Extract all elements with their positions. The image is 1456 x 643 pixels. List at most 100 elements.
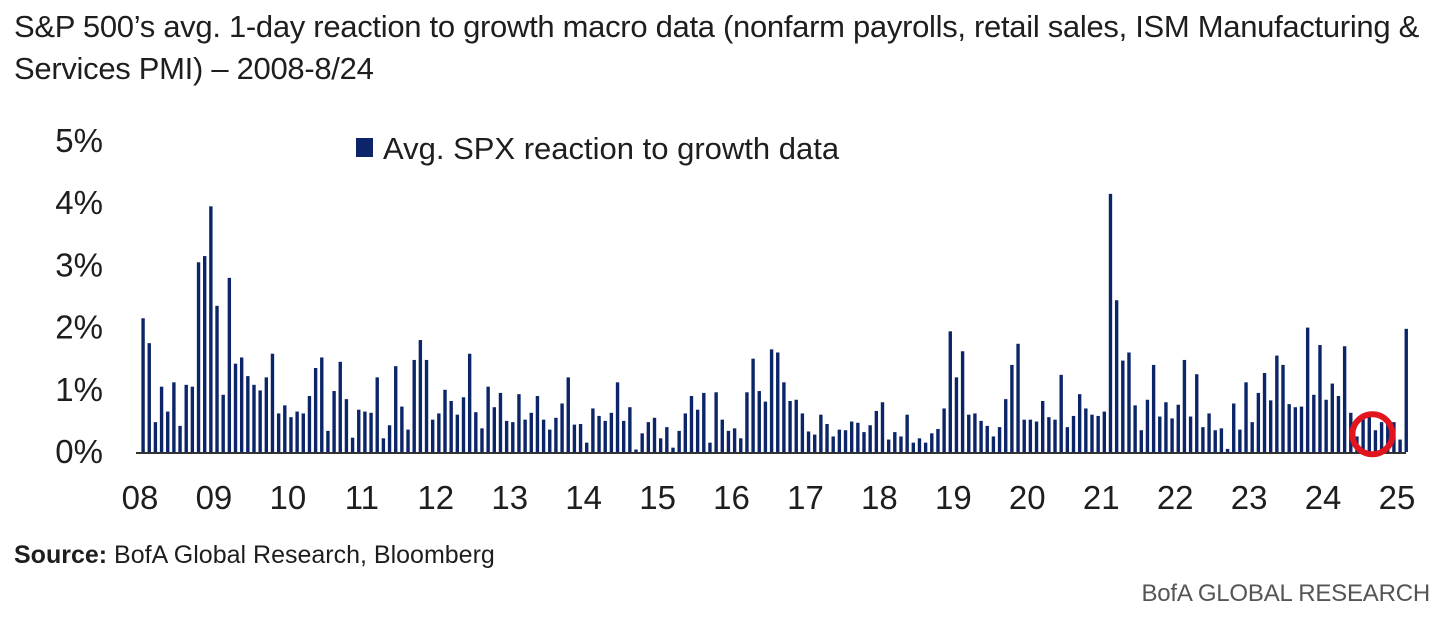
bar bbox=[954, 377, 959, 452]
bar bbox=[301, 413, 305, 452]
bar bbox=[492, 407, 496, 452]
bar bbox=[449, 401, 453, 452]
bar bbox=[1084, 408, 1088, 452]
bar bbox=[572, 424, 577, 452]
bar bbox=[1324, 399, 1328, 452]
bar bbox=[184, 384, 188, 452]
bar bbox=[665, 427, 669, 452]
bar-series bbox=[141, 193, 1408, 452]
bar bbox=[714, 392, 718, 452]
x-tick-label: 23 bbox=[1231, 479, 1268, 516]
bar bbox=[1077, 394, 1082, 452]
bar bbox=[566, 377, 570, 452]
bar bbox=[375, 377, 379, 452]
bar bbox=[227, 277, 232, 452]
bar bbox=[295, 411, 299, 452]
bar bbox=[1028, 419, 1033, 452]
x-tick-label: 19 bbox=[935, 479, 972, 516]
bar bbox=[443, 389, 447, 452]
bar bbox=[1268, 400, 1273, 452]
y-tick-label: 0% bbox=[55, 433, 103, 470]
bar bbox=[166, 411, 170, 452]
bar bbox=[141, 318, 145, 452]
bar bbox=[560, 403, 564, 452]
x-tick-label: 10 bbox=[270, 479, 307, 516]
source-note: Source: BofA Global Research, Bloomberg bbox=[14, 541, 495, 570]
brand-mark: BofA GLOBAL RESEARCH bbox=[1141, 580, 1430, 607]
bar bbox=[849, 421, 854, 452]
bar bbox=[1071, 415, 1076, 452]
bar bbox=[1121, 360, 1125, 452]
x-tick-label: 15 bbox=[639, 479, 676, 516]
bar bbox=[831, 436, 835, 452]
bar bbox=[239, 357, 244, 452]
bar bbox=[825, 424, 829, 452]
bar bbox=[1004, 399, 1008, 452]
y-tick-label: 4% bbox=[55, 184, 103, 221]
bar bbox=[603, 420, 607, 452]
bar bbox=[757, 391, 761, 452]
bar bbox=[1102, 411, 1107, 452]
bar bbox=[1139, 430, 1143, 452]
bar bbox=[800, 413, 805, 452]
bar bbox=[856, 422, 860, 452]
x-tick-label: 12 bbox=[417, 479, 454, 516]
bar bbox=[695, 409, 700, 452]
bar bbox=[837, 429, 842, 452]
bar bbox=[652, 417, 657, 452]
x-tick-label: 16 bbox=[713, 479, 750, 516]
x-axis-ticks: 08 09 10 11 12 13 14 15 16 17 18 19 20 21 22 23 24 25 bbox=[122, 479, 1416, 516]
bar bbox=[689, 396, 694, 452]
bar bbox=[289, 417, 293, 452]
bar bbox=[153, 422, 158, 452]
bar bbox=[1379, 422, 1384, 452]
x-tick-label: 09 bbox=[196, 479, 233, 516]
bar bbox=[1256, 392, 1261, 452]
bar bbox=[252, 384, 256, 452]
bar bbox=[1151, 364, 1156, 452]
highlight-circle bbox=[1349, 411, 1396, 458]
bar bbox=[979, 420, 983, 452]
bar bbox=[1164, 402, 1168, 452]
x-tick-label: 14 bbox=[565, 479, 602, 516]
bar bbox=[1053, 419, 1057, 452]
bar bbox=[1010, 364, 1014, 452]
bar bbox=[461, 397, 466, 452]
bar bbox=[1404, 328, 1408, 452]
bar bbox=[893, 432, 897, 452]
bar bbox=[732, 428, 737, 452]
bar bbox=[720, 419, 724, 452]
bar bbox=[911, 442, 915, 452]
bar bbox=[615, 382, 620, 452]
bar bbox=[640, 433, 644, 452]
bar bbox=[1336, 396, 1341, 452]
bar bbox=[886, 439, 891, 452]
bar bbox=[794, 399, 798, 452]
bar bbox=[190, 386, 195, 452]
bar bbox=[708, 442, 712, 452]
bar bbox=[1299, 406, 1304, 452]
bar bbox=[677, 430, 681, 452]
x-tick-label: 11 bbox=[345, 479, 379, 516]
bar bbox=[486, 386, 490, 452]
bar bbox=[923, 442, 928, 452]
bar bbox=[467, 353, 472, 452]
bar bbox=[1108, 193, 1113, 452]
bar bbox=[899, 436, 903, 452]
bar bbox=[862, 432, 866, 452]
bar bbox=[338, 361, 342, 452]
bar bbox=[967, 414, 971, 452]
bar bbox=[147, 343, 151, 452]
bar bbox=[369, 412, 373, 452]
bar bbox=[1312, 394, 1316, 452]
bar bbox=[1293, 407, 1298, 452]
bar bbox=[437, 413, 441, 452]
bar bbox=[357, 409, 361, 452]
bar bbox=[541, 419, 546, 452]
bar bbox=[1059, 374, 1063, 452]
bar bbox=[307, 396, 312, 452]
bar bbox=[332, 391, 336, 452]
bar bbox=[726, 430, 731, 452]
bar bbox=[523, 419, 527, 452]
bar bbox=[1305, 327, 1310, 452]
